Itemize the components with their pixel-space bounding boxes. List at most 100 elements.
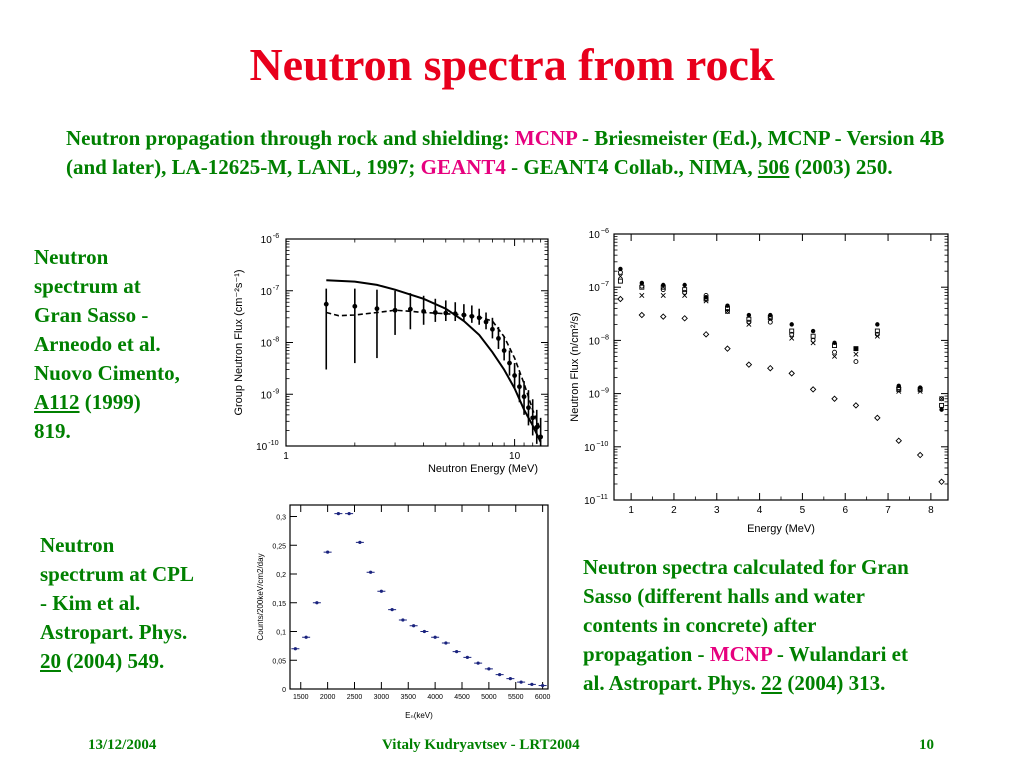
x-tick-label: 3500 [400,694,416,701]
data-point [501,348,507,353]
y-tick-label: 10 [589,336,601,347]
data-point [538,434,544,440]
solid-curve-line [326,279,542,443]
data-point [352,303,358,309]
caption-line: 20 (2004) 549. [40,647,240,676]
data-point [444,641,448,645]
caption-line: spectrum at CPL [40,562,194,586]
data-point [512,373,517,378]
x-tick-label: 2 [671,505,677,516]
caption-text: (2004) 313. [782,671,886,695]
data-point [745,361,753,368]
data-point [530,415,536,421]
data-point [789,322,794,327]
caption-line: spectrum at [34,274,141,298]
data-point [347,512,351,516]
x-tick-label: 1 [628,505,634,516]
data-point [682,287,688,293]
y-tick-label: 10 [261,390,273,401]
x-tick-label: 1 [283,451,289,462]
data-point [832,343,837,349]
caption-line: Neutron [34,245,109,269]
data-point [519,680,523,684]
data-point [422,629,426,634]
y-tick-label: 10 [256,442,268,453]
mcnp-highlight: MCNP [514,126,577,150]
data-point [379,589,383,593]
data-point [746,319,752,325]
data-point [682,289,688,295]
caption-line: - Kim et al. [40,591,141,615]
reference-volume: 506 [757,155,790,179]
data-point [725,309,730,314]
x-axis-label: Neutron Energy (MeV) [428,463,538,475]
data-point [938,478,945,486]
y-tick-label: 0,1 [276,630,286,637]
y-tick-label-exponent: −11 [596,492,608,501]
data-point [746,316,752,322]
mcnp-highlight: MCNP [709,642,772,666]
y-tick-label-exponent: −10 [596,439,608,448]
y-axis-label: Neutron Flux (n/cm²/s) [569,312,581,421]
data-point [508,677,512,681]
data-point [831,395,838,402]
y-tick-label-exponent: −6 [601,226,609,235]
data-point [452,311,458,317]
data-point [496,336,501,341]
y-tick-label: 10 [584,496,596,507]
data-point [421,308,427,314]
data-point [618,266,623,272]
y-tick-label: 0,3 [276,515,286,522]
x-tick-label: 10 [509,451,521,462]
y-tick-label: 0,15 [272,601,286,608]
y-tick-label-exponent: -8 [273,335,279,344]
data-point [465,655,469,659]
data-point [304,635,308,639]
caption-line: 819. [34,419,71,443]
data-point [392,307,398,313]
data-point [895,437,902,444]
data-point [374,306,380,312]
caption-line: Neutron spectra calculated for Gran [583,555,909,579]
data-point [490,326,495,332]
caption-text: al. Astropart. Phys. [583,671,762,695]
data-point [789,331,795,337]
x-tick-label: 8 [928,505,934,516]
data-point [725,303,730,308]
y-tick-label-exponent: −8 [601,332,609,341]
x-tick-label: 4000 [427,694,443,701]
data-point [875,322,880,327]
data-point [767,315,773,320]
y-tick-label-exponent: -7 [273,283,279,292]
caption-volume: A112 [34,390,80,414]
plot-frame [289,504,549,690]
x-tick-label: 4500 [454,694,470,701]
slide-title: Neutron spectra from rock [249,39,775,90]
reference-part-3: - GEANT4 Collab., NIMA, [505,155,758,179]
y-tick-label: 10 [589,390,601,401]
y-tick-label-exponent: -9 [273,386,279,395]
y-tick-label: 0 [282,687,286,694]
x-tick-label: 4 [757,505,763,516]
data-point [724,345,731,352]
halls-caption: Neutron spectra calculated for Gran Sass… [583,553,993,698]
dashed-curve-line [326,309,542,431]
data-point [810,333,816,339]
data-point [412,624,416,628]
data-point [874,328,880,334]
data-point [432,310,438,315]
y-axis-label: Counts/200keV/cm2/day [256,553,265,640]
x-tick-label: 3 [714,505,720,516]
data-point [443,310,449,316]
data-point [896,385,902,390]
data-point [455,650,459,654]
caption-line: Nuovo Cimento, [34,361,180,385]
data-point [639,292,645,298]
footer-author: Vitaly Kudryavtsev - LRT2004 [382,737,580,753]
data-point [521,394,527,400]
data-point [617,295,624,303]
data-point [336,512,340,516]
x-tick-label: 5500 [508,694,524,701]
data-point [681,315,688,322]
data-point [315,601,319,605]
